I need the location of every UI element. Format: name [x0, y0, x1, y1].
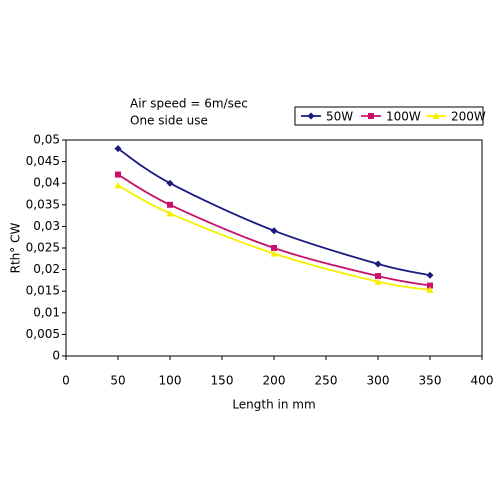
marker: [271, 245, 277, 251]
y-tick-label: 0,03: [33, 219, 60, 233]
y-axis-label: Rth° CW: [9, 223, 23, 274]
y-tick-label: 0,05: [33, 133, 60, 147]
y-tick-label: 0,025: [26, 241, 60, 255]
marker: [432, 112, 440, 119]
x-axis-label: Length in mm: [232, 398, 315, 412]
marker: [166, 179, 174, 187]
x-tick-label: 350: [419, 374, 442, 388]
legend-label: 100W: [386, 110, 421, 124]
x-tick-label: 150: [211, 374, 234, 388]
marker: [374, 260, 382, 268]
x-tick-label: 400: [471, 374, 494, 388]
marker: [270, 250, 278, 257]
marker: [166, 209, 174, 217]
marker: [114, 181, 122, 189]
marker: [270, 227, 278, 235]
marker: [307, 112, 315, 120]
y-tick-label: 0,04: [33, 176, 60, 190]
y-tick-label: 0,01: [33, 305, 60, 319]
x-tick-label: 200: [263, 374, 286, 388]
legend-label: 50W: [326, 110, 353, 124]
annotation: Air speed = 6m/sec: [130, 97, 248, 111]
y-tick-label: 0,015: [26, 284, 60, 298]
marker: [426, 271, 434, 279]
x-tick-label: 100: [159, 374, 182, 388]
legend: [294, 106, 484, 126]
marker: [114, 145, 122, 153]
y-tick-label: 0: [52, 349, 60, 363]
y-tick-label: 0,035: [26, 197, 60, 211]
marker: [426, 286, 434, 293]
legend-label: 200W: [451, 110, 486, 124]
x-tick-label: 300: [367, 374, 390, 388]
x-tick-label: 0: [62, 374, 70, 388]
marker: [167, 201, 173, 208]
marker: [368, 113, 374, 119]
marker: [374, 278, 382, 285]
series-line: [117, 184, 431, 291]
y-tick-label: 0,005: [26, 327, 60, 341]
x-tick-label: 250: [315, 374, 338, 388]
x-tick-label: 50: [110, 374, 125, 388]
annotation: One side use: [130, 114, 208, 128]
marker: [115, 171, 121, 178]
marker: [375, 273, 381, 280]
y-tick-label: 0,045: [26, 154, 60, 168]
y-tick-label: 0,02: [33, 262, 60, 276]
marker: [427, 282, 433, 289]
